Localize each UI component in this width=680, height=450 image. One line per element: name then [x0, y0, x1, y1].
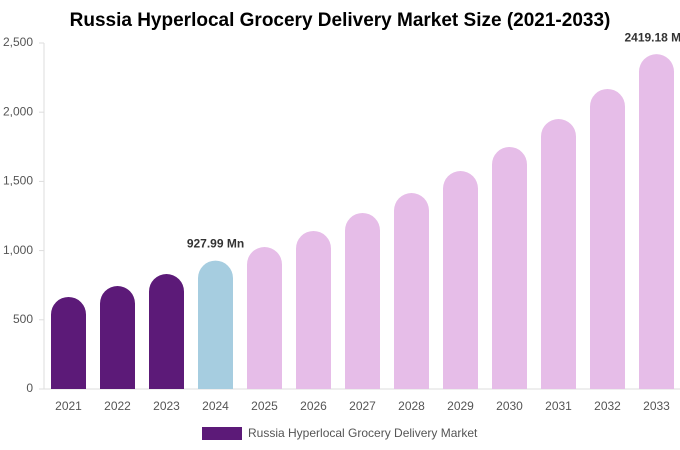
x-tick-label: 2033 — [643, 399, 670, 413]
bar — [639, 54, 674, 389]
y-tick-label: 2,000 — [3, 104, 33, 118]
x-tick-label: 2030 — [496, 399, 523, 413]
legend-label: Russia Hyperlocal Grocery Delivery Marke… — [248, 426, 478, 440]
bar — [100, 286, 135, 389]
bar — [443, 171, 478, 389]
bar — [296, 230, 331, 389]
x-tick-label: 2021 — [55, 399, 82, 413]
x-tick-label: 2032 — [594, 399, 621, 413]
bar — [345, 212, 380, 389]
y-tick-label: 1,500 — [3, 174, 33, 188]
bar — [51, 296, 86, 389]
x-tick-label: 2031 — [545, 399, 572, 413]
x-tick-label: 2024 — [202, 399, 229, 413]
value-label: 927.99 Mn — [187, 237, 244, 251]
y-tick-label: 2,500 — [3, 35, 33, 49]
bar — [247, 247, 282, 389]
bar — [149, 273, 184, 389]
bar — [198, 260, 233, 389]
y-tick-label: 0 — [26, 381, 33, 395]
x-tick-label: 2022 — [104, 399, 131, 413]
value-label: 2419.18 Mn — [624, 30, 680, 44]
bar — [541, 118, 576, 389]
bar — [394, 193, 429, 389]
x-tick-label: 2026 — [300, 399, 327, 413]
x-tick-label: 2028 — [398, 399, 425, 413]
x-tick-label: 2027 — [349, 399, 376, 413]
x-tick-label: 2023 — [153, 399, 180, 413]
bar — [590, 88, 625, 390]
y-tick-label: 1,000 — [3, 243, 33, 257]
x-tick-label: 2025 — [251, 399, 278, 413]
bar — [492, 146, 527, 389]
x-tick-label: 2029 — [447, 399, 474, 413]
y-tick-label: 500 — [13, 312, 33, 326]
legend-swatch — [202, 427, 242, 440]
chart-title: Russia Hyperlocal Grocery Delivery Marke… — [70, 10, 611, 31]
